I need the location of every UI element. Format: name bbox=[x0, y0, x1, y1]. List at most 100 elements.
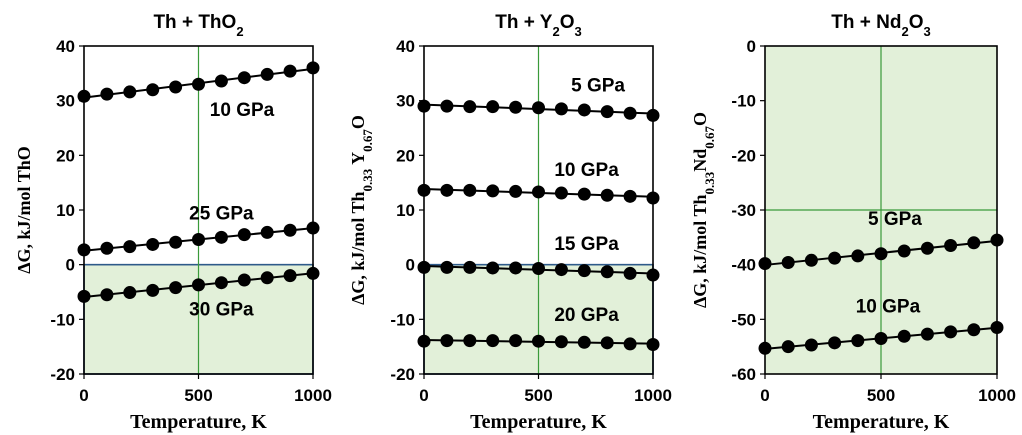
x-tick-label: 0 bbox=[79, 386, 88, 405]
y-tick-label: 0 bbox=[66, 256, 75, 275]
data-point bbox=[758, 341, 772, 355]
data-point bbox=[532, 185, 545, 199]
y-tick-label: 30 bbox=[56, 92, 75, 111]
data-point bbox=[463, 334, 477, 348]
data-point bbox=[646, 191, 660, 205]
data-point bbox=[920, 241, 934, 255]
data-point bbox=[944, 325, 958, 339]
data-point bbox=[804, 253, 818, 267]
data-point bbox=[260, 67, 274, 81]
data-point bbox=[577, 264, 591, 278]
series-annotation: 10 GPa bbox=[554, 160, 619, 181]
data-point bbox=[192, 233, 205, 247]
x-axis-label: Temperature, K bbox=[813, 411, 950, 433]
data-point bbox=[851, 249, 865, 263]
data-point bbox=[77, 243, 91, 257]
data-point bbox=[417, 183, 431, 197]
data-point bbox=[532, 334, 545, 348]
data-point bbox=[100, 87, 114, 101]
series-annotation: 15 GPa bbox=[554, 234, 619, 255]
data-point bbox=[554, 186, 568, 200]
data-point bbox=[509, 100, 523, 114]
y-axis-label-group: ΔG, kJ/mol Th0.33 Y0.67O bbox=[348, 115, 375, 305]
x-tick-label: 0 bbox=[419, 386, 428, 405]
data-point bbox=[306, 266, 320, 280]
data-point bbox=[577, 187, 591, 201]
data-point bbox=[532, 261, 545, 275]
data-point bbox=[897, 244, 911, 258]
y-axis-label-part: O bbox=[690, 112, 710, 126]
data-point bbox=[283, 64, 297, 78]
data-point bbox=[874, 331, 888, 345]
chart-title-part: Th + Y bbox=[495, 12, 553, 33]
x-tick-label: 1000 bbox=[978, 386, 1016, 405]
chart-title-part: 2 bbox=[901, 24, 908, 39]
data-point bbox=[100, 288, 114, 302]
series-annotation: 10 GPa bbox=[856, 297, 921, 318]
y-tick-label: -20 bbox=[390, 365, 415, 384]
data-point bbox=[600, 188, 614, 202]
y-tick-label: 20 bbox=[56, 146, 75, 165]
data-point bbox=[646, 268, 660, 282]
data-point bbox=[417, 334, 431, 348]
data-point bbox=[440, 183, 454, 197]
y-axis-label-group: ΔG, kJ/mol ThO bbox=[14, 146, 34, 274]
data-point bbox=[990, 233, 1004, 247]
data-point bbox=[509, 261, 523, 275]
data-point bbox=[283, 269, 297, 283]
y-axis-label-part: 0.33 bbox=[360, 168, 375, 191]
chart-title-part: 3 bbox=[923, 24, 930, 39]
data-point bbox=[600, 265, 614, 279]
data-point bbox=[623, 337, 637, 351]
data-point bbox=[463, 183, 477, 197]
data-point bbox=[600, 336, 614, 350]
data-point bbox=[146, 283, 160, 297]
data-point bbox=[417, 99, 431, 113]
data-point bbox=[623, 189, 637, 203]
chart-title: Th + ThO2 bbox=[153, 12, 243, 39]
data-point bbox=[169, 281, 183, 295]
x-tick-label: 500 bbox=[867, 386, 895, 405]
data-point bbox=[463, 100, 477, 114]
y-tick-label: 20 bbox=[396, 146, 415, 165]
data-point bbox=[781, 340, 795, 354]
chart-title-part: 3 bbox=[574, 24, 581, 39]
data-point bbox=[990, 321, 1004, 335]
data-point bbox=[532, 101, 545, 115]
y-tick-label: -30 bbox=[731, 201, 756, 220]
data-point bbox=[554, 335, 568, 349]
y-axis-label-part: Nd bbox=[690, 149, 710, 172]
y-axis-label-part: 0.67 bbox=[702, 126, 717, 149]
x-axis-label: Temperature, K bbox=[130, 411, 267, 433]
data-point bbox=[623, 266, 637, 280]
y-tick-label: 0 bbox=[406, 256, 415, 275]
y-axis-label-part: Y bbox=[348, 152, 368, 169]
data-point bbox=[577, 103, 591, 117]
data-point bbox=[646, 337, 660, 351]
x-tick-label: 1000 bbox=[294, 386, 332, 405]
data-point bbox=[440, 260, 454, 274]
y-axis-label-part: ΔG, kJ/mol ThO bbox=[14, 146, 34, 274]
x-tick-label: 1000 bbox=[634, 386, 672, 405]
data-point bbox=[486, 184, 500, 198]
data-point bbox=[781, 255, 795, 269]
data-point bbox=[577, 335, 591, 349]
data-point bbox=[169, 80, 183, 94]
data-point bbox=[646, 108, 660, 122]
y-tick-label: 30 bbox=[396, 92, 415, 111]
data-point bbox=[758, 257, 772, 271]
data-point bbox=[623, 106, 637, 120]
chart-title-part: O bbox=[909, 12, 924, 33]
y-axis-label-group: ΔG, kJ/mol Th0.33Nd0.67O bbox=[690, 112, 717, 308]
data-point bbox=[874, 247, 888, 261]
data-point bbox=[509, 334, 523, 348]
y-tick-label: 10 bbox=[396, 201, 415, 220]
data-point bbox=[260, 271, 274, 285]
data-point bbox=[828, 336, 842, 350]
y-tick-label: -60 bbox=[731, 365, 756, 384]
y-tick-label: -20 bbox=[50, 365, 75, 384]
y-tick-label: -20 bbox=[731, 146, 756, 165]
x-tick-label: 0 bbox=[760, 386, 769, 405]
